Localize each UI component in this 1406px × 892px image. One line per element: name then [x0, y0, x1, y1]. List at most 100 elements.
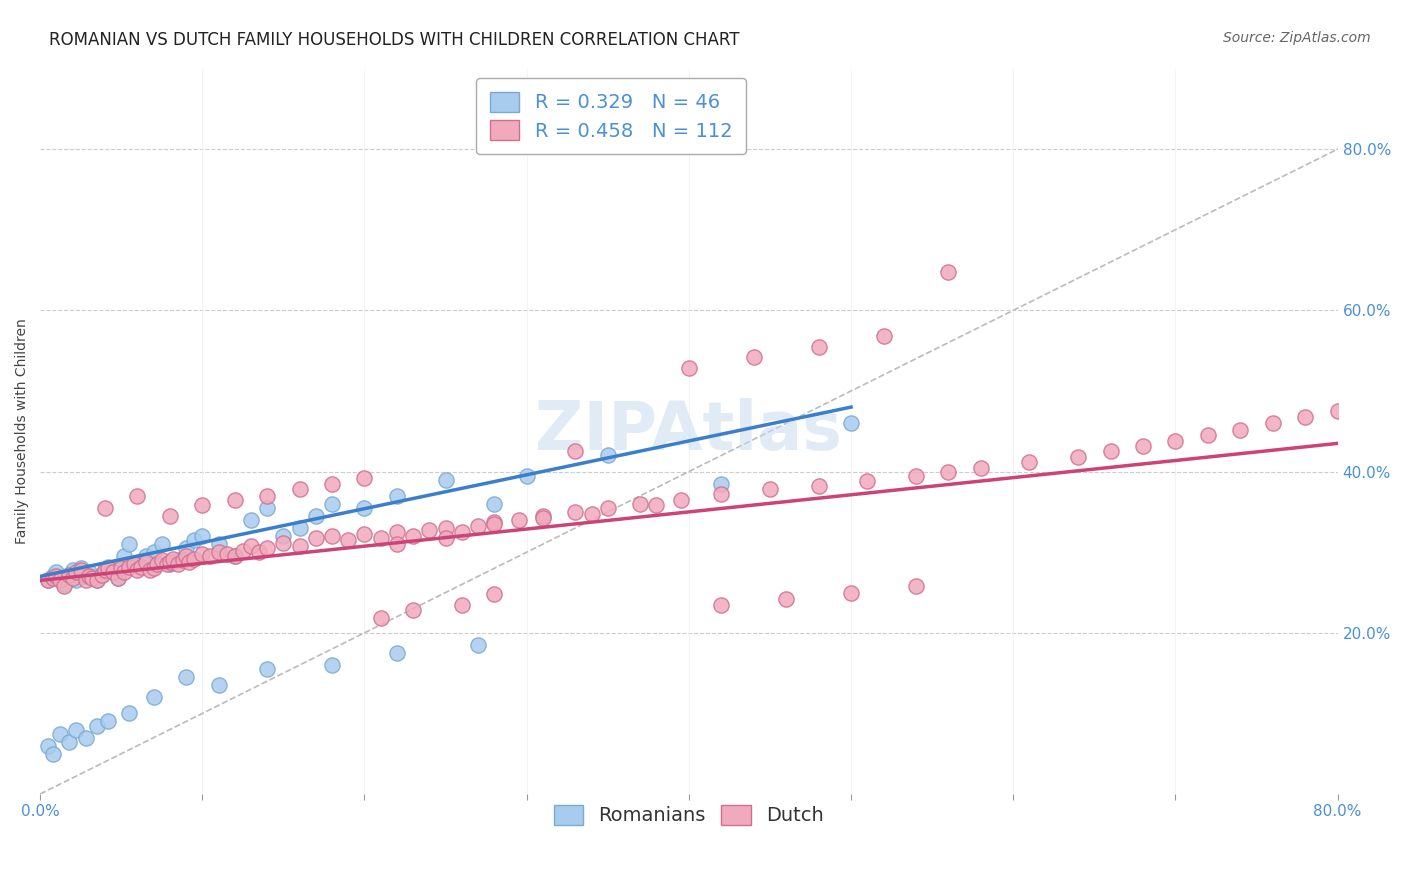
Point — [58, 567, 80, 582]
Point — [418, 523, 440, 537]
Point — [48, 726, 70, 740]
Point — [710, 476, 733, 491]
Point — [564, 444, 586, 458]
Point — [247, 545, 270, 559]
Point — [86, 574, 108, 588]
Point — [53, 577, 76, 591]
Point — [385, 646, 408, 660]
Point — [172, 553, 194, 567]
Point — [710, 598, 733, 612]
Point — [337, 533, 360, 548]
Point — [110, 561, 132, 575]
Point — [48, 571, 70, 585]
Point — [434, 521, 457, 535]
Point — [86, 574, 108, 588]
Point — [484, 515, 506, 529]
Point — [288, 521, 311, 535]
Point — [645, 499, 668, 513]
Point — [581, 507, 603, 521]
Point — [167, 553, 190, 567]
Point — [775, 591, 797, 606]
Point — [75, 569, 97, 583]
Point — [839, 585, 862, 599]
Point — [127, 489, 149, 503]
Point — [1099, 444, 1122, 458]
Point — [118, 559, 141, 574]
Point — [385, 489, 408, 503]
Point — [839, 416, 862, 430]
Point — [1018, 455, 1040, 469]
Point — [434, 531, 457, 545]
Point — [450, 524, 472, 539]
Point — [1229, 423, 1251, 437]
Point — [77, 569, 100, 583]
Point — [69, 561, 91, 575]
Point — [1326, 404, 1348, 418]
Point — [305, 531, 328, 545]
Point — [970, 460, 993, 475]
Point — [174, 670, 197, 684]
Point — [107, 571, 129, 585]
Point — [159, 508, 181, 523]
Point — [872, 329, 894, 343]
Point — [77, 566, 100, 580]
Point — [42, 569, 65, 583]
Point — [273, 529, 295, 543]
Point — [385, 537, 408, 551]
Legend: Romanians, Dutch: Romanians, Dutch — [544, 795, 834, 835]
Point — [142, 561, 165, 575]
Point — [127, 558, 149, 572]
Point — [150, 537, 173, 551]
Point — [564, 505, 586, 519]
Point — [288, 483, 311, 497]
Point — [353, 471, 375, 485]
Point — [45, 566, 67, 580]
Point — [467, 519, 489, 533]
Point — [321, 529, 343, 543]
Point — [207, 537, 229, 551]
Point — [90, 567, 112, 582]
Point — [142, 545, 165, 559]
Point — [183, 551, 205, 566]
Point — [904, 579, 927, 593]
Point — [58, 567, 80, 582]
Text: ZIPAtlas: ZIPAtlas — [536, 399, 842, 464]
Point — [1261, 416, 1284, 430]
Point — [484, 587, 506, 601]
Text: ROMANIAN VS DUTCH FAMILY HOUSEHOLDS WITH CHILDREN CORRELATION CHART: ROMANIAN VS DUTCH FAMILY HOUSEHOLDS WITH… — [49, 31, 740, 49]
Point — [434, 473, 457, 487]
Point — [114, 549, 136, 564]
Point — [370, 531, 392, 545]
Point — [69, 563, 91, 577]
Point — [150, 553, 173, 567]
Point — [239, 539, 262, 553]
Point — [807, 340, 830, 354]
Point — [305, 508, 328, 523]
Point — [256, 489, 278, 503]
Point — [122, 558, 145, 572]
Point — [139, 563, 162, 577]
Point — [256, 541, 278, 556]
Point — [65, 574, 87, 588]
Point — [256, 500, 278, 515]
Point — [200, 549, 222, 564]
Point — [142, 690, 165, 705]
Point — [207, 545, 229, 559]
Point — [37, 574, 59, 588]
Point — [807, 479, 830, 493]
Point — [183, 533, 205, 548]
Point — [596, 449, 619, 463]
Point — [97, 559, 120, 574]
Point — [759, 483, 782, 497]
Point — [904, 468, 927, 483]
Point — [37, 574, 59, 588]
Point — [256, 662, 278, 676]
Point — [65, 566, 87, 580]
Point — [207, 678, 229, 692]
Point — [129, 559, 152, 574]
Point — [159, 558, 181, 572]
Point — [135, 549, 157, 564]
Point — [402, 529, 425, 543]
Point — [508, 513, 530, 527]
Point — [938, 465, 960, 479]
